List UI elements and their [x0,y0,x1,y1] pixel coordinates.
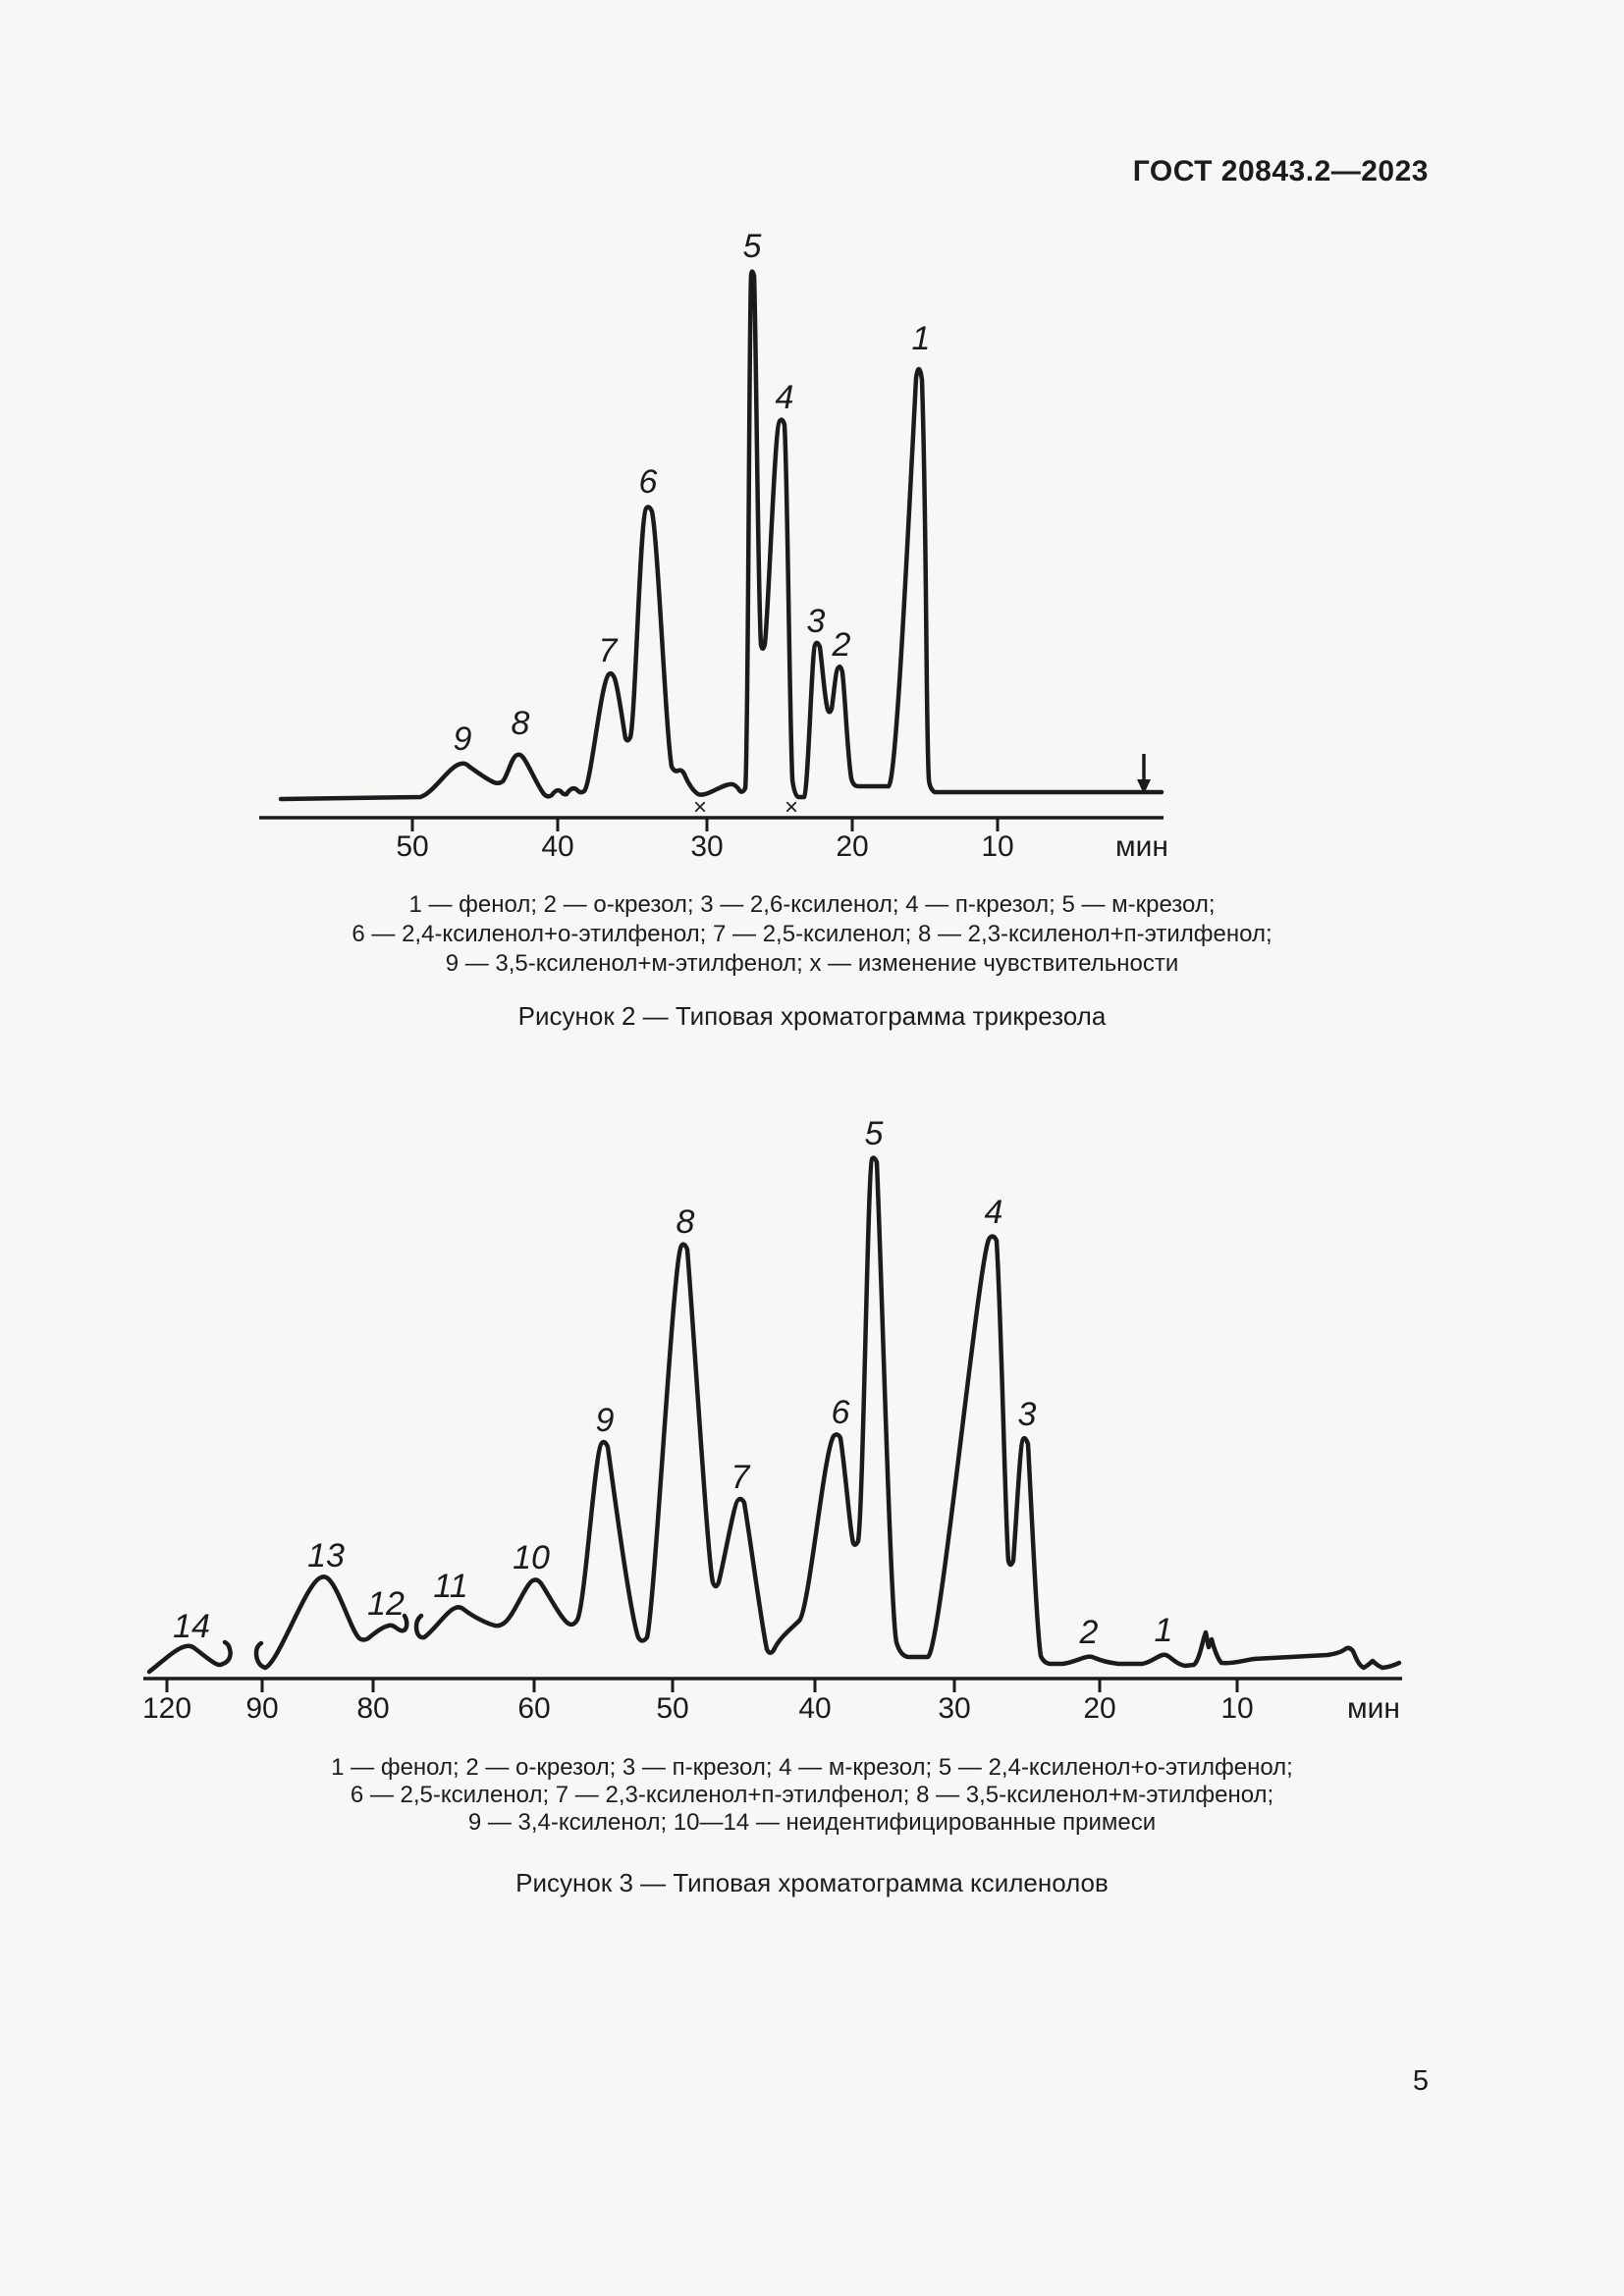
chromatogram-trace-fig3-segment2 [253,1575,409,1671]
tick-label: 90 [245,1692,278,1725]
figure2-legend: 1 — фенол; 2 — о-крезол; 3 — 2,6-ксилено… [0,890,1624,979]
tick-label: 30 [690,830,723,863]
figure3-legend: 1 — фенол; 2 — о-крезол; 3 — п-крезол; 4… [0,1754,1624,1837]
peak-label-13: 13 [307,1537,345,1575]
tick-label: 30 [938,1692,970,1725]
peak-label-1: 1 [1155,1612,1173,1649]
legend-line: 1 — фенол; 2 — о-крезол; 3 — п-крезол; 4… [331,1754,1293,1781]
peak-label-3: 3 [807,603,826,640]
axis-unit-label: мин [1115,830,1168,863]
figure3-chromatogram: 120 90 80 60 50 40 30 20 10 мин 1 2 3 4 … [142,1115,1402,1725]
peak-label-2: 2 [832,626,851,664]
peak-label-10: 10 [513,1539,550,1576]
legend-line: 9 — 3,5-ксиленол+м-этилфенол; х — измене… [445,950,1179,977]
chromatogram-trace-fig3-segment3 [413,1155,1402,1671]
figure2-caption: Рисунок 2 — Типовая хроматограмма трикре… [517,1001,1107,1031]
tick-label: 60 [517,1692,550,1725]
tick-label: 10 [1220,1692,1253,1725]
peak-label-1: 1 [912,320,931,357]
tick-label: 80 [356,1692,389,1725]
figure2-chromatogram: 50 40 30 20 10 мин 1 2 3 4 5 6 7 8 9 [259,228,1168,863]
x-axis-ticks-fig3 [165,1679,1239,1692]
legend-line: 6 — 2,5-ксиленол; 7 — 2,3-ксиленол+п-эти… [350,1782,1274,1808]
peak-label-4: 4 [776,379,794,416]
tick-label: 120 [142,1692,191,1725]
legend-line: 1 — фенол; 2 — о-крезол; 3 — 2,6-ксилено… [408,891,1216,918]
peak-labels-fig3: 1 2 3 4 5 6 7 8 9 10 11 12 13 14 [173,1115,1172,1651]
peak-label-7: 7 [599,632,619,669]
peak-label-7: 7 [731,1459,751,1496]
x-axis-ticks-fig2 [410,818,1000,831]
down-arrow-icon [1137,754,1151,794]
sensitivity-change-marks: × × [693,794,798,821]
tick-label: 50 [396,830,428,863]
peak-label-11: 11 [433,1568,467,1605]
tick-label: 50 [656,1692,688,1725]
peak-label-5: 5 [743,228,762,265]
tick-label: 40 [541,830,573,863]
x-axis-tick-labels-fig2: 50 40 30 20 10 мин [396,830,1168,863]
peak-label-6: 6 [832,1394,850,1431]
tick-label: 40 [798,1692,831,1725]
peak-label-3: 3 [1018,1396,1037,1433]
x-axis-tick-labels-fig3: 120 90 80 60 50 40 30 20 10 мин [142,1692,1400,1725]
page-number: 5 [1412,2065,1429,2097]
peak-label-8: 8 [512,705,530,742]
x-mark-2: × [785,794,798,821]
peak-labels-fig2: 1 2 3 4 5 6 7 8 9 [454,228,931,758]
peak-label-9: 9 [454,721,472,758]
chromatogram-trace-fig2 [278,269,1164,802]
peak-label-5: 5 [865,1115,884,1152]
peak-label-6: 6 [639,463,658,501]
peak-label-12: 12 [367,1585,405,1623]
peak-label-9: 9 [596,1402,615,1439]
axis-unit-label: мин [1347,1692,1400,1725]
page-header: ГОСТ 20843.2—2023 [1132,155,1429,187]
figure3-caption: Рисунок 3 — Типовая хроматограмма ксилен… [515,1868,1109,1897]
tick-label: 20 [836,830,868,863]
legend-line: 9 — 3,4-ксиленол; 10—14 — неидентифициро… [467,1809,1157,1836]
tick-label: 10 [981,830,1013,863]
peak-label-8: 8 [677,1203,695,1241]
legend-line: 6 — 2,4-ксиленол+о-этилфенол; 7 — 2,5-кс… [352,921,1272,947]
chromatogram-trace-fig3-segment1 [146,1639,233,1675]
peak-label-2: 2 [1079,1614,1099,1651]
tick-label: 20 [1083,1692,1115,1725]
x-mark-1: × [693,794,707,821]
peak-label-14: 14 [173,1608,210,1645]
peak-label-4: 4 [985,1194,1003,1231]
